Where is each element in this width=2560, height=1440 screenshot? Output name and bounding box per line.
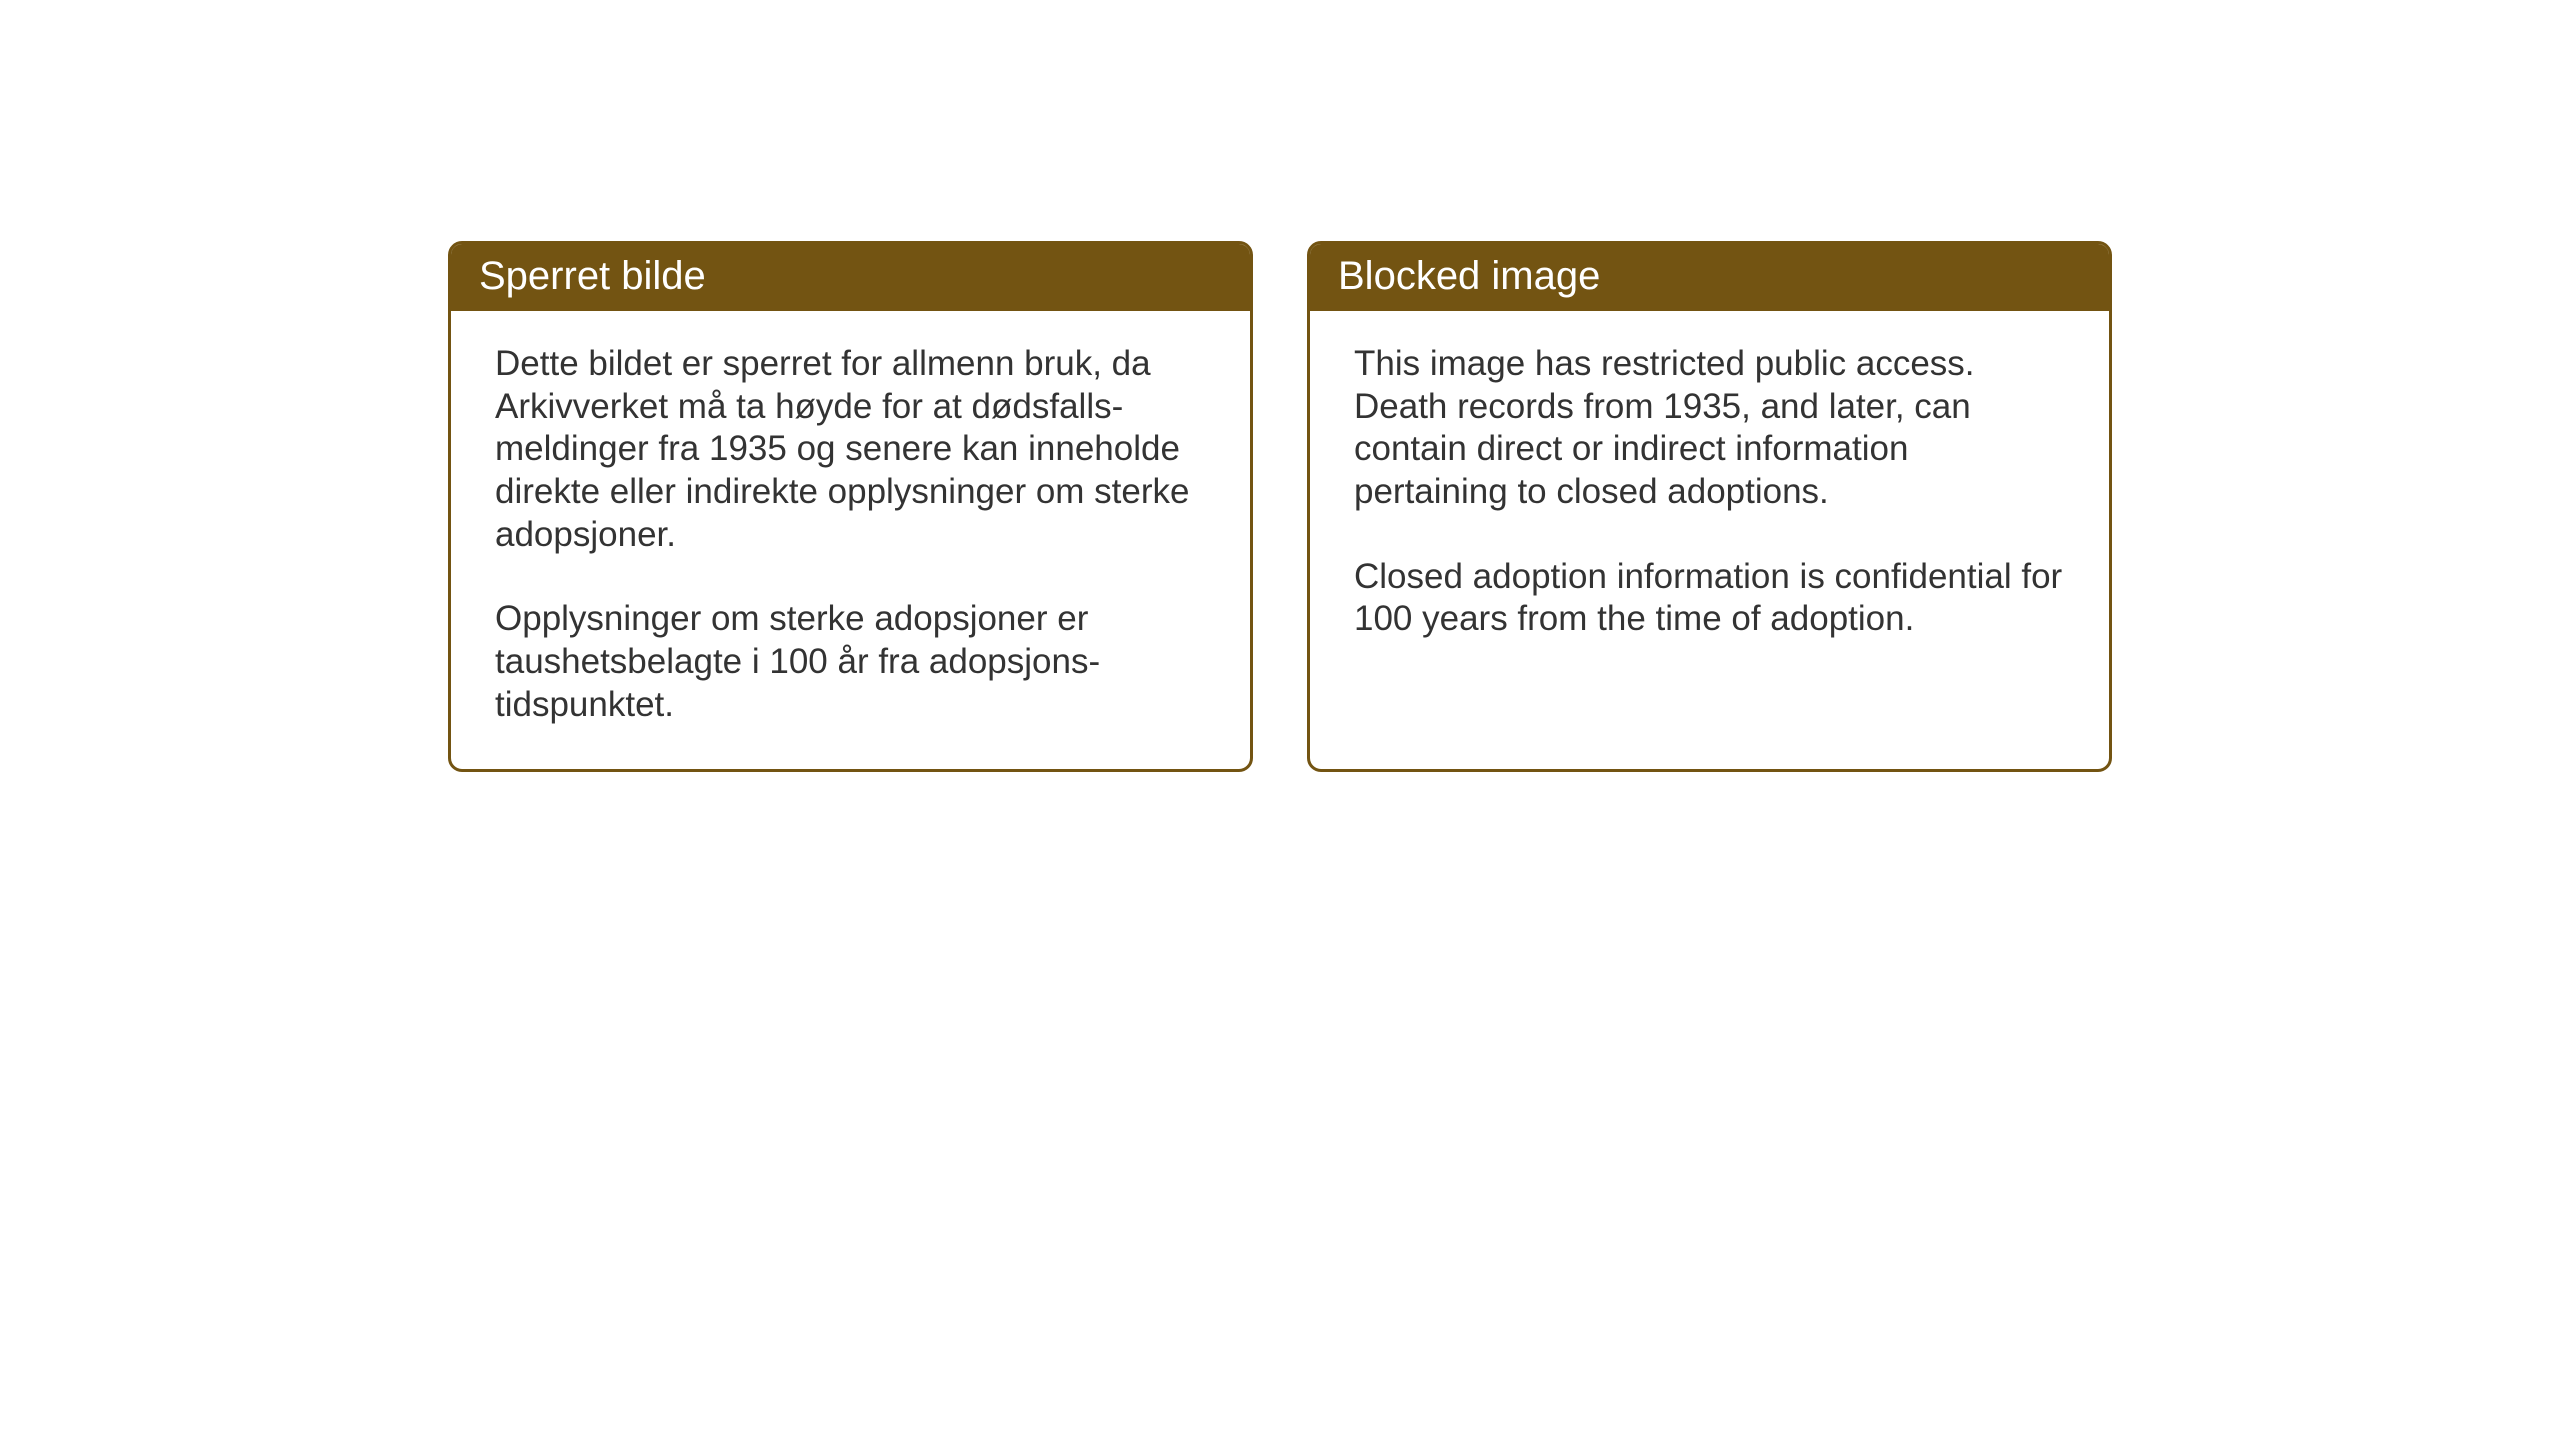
notice-container: Sperret bilde Dette bildet er sperret fo… [448,241,2112,772]
notice-paragraph-2-norwegian: Opplysninger om sterke adopsjoner er tau… [495,598,1206,726]
notice-header-norwegian: Sperret bilde [451,244,1250,311]
notice-paragraph-1-english: This image has restricted public access.… [1354,343,2065,514]
notice-body-english: This image has restricted public access.… [1310,311,2109,683]
notice-box-english: Blocked image This image has restricted … [1307,241,2112,772]
notice-title-norwegian: Sperret bilde [479,254,706,298]
notice-body-norwegian: Dette bildet er sperret for allmenn bruk… [451,311,1250,769]
notice-paragraph-1-norwegian: Dette bildet er sperret for allmenn bruk… [495,343,1206,556]
notice-paragraph-2-english: Closed adoption information is confident… [1354,556,2065,641]
notice-header-english: Blocked image [1310,244,2109,311]
notice-box-norwegian: Sperret bilde Dette bildet er sperret fo… [448,241,1253,772]
notice-title-english: Blocked image [1338,254,1600,298]
